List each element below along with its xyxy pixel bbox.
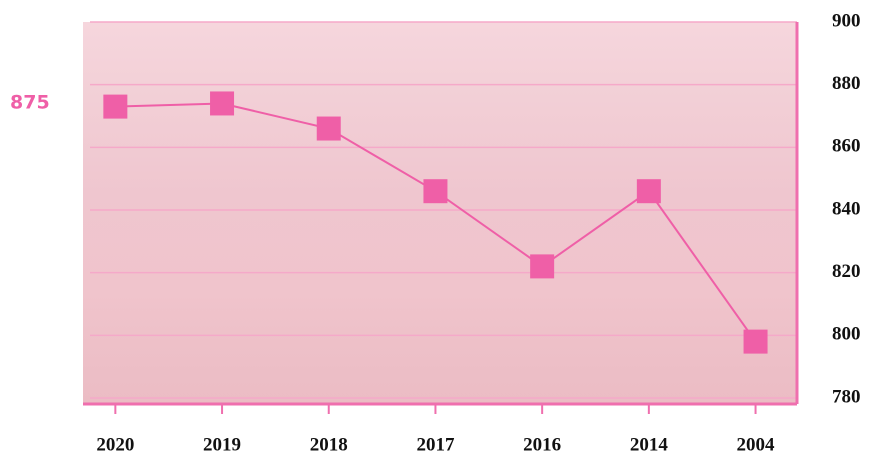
y-tick-label: 800	[832, 324, 861, 345]
marker	[316, 116, 341, 141]
marker	[423, 179, 448, 204]
marker	[743, 329, 768, 354]
x-tick-label: 2018	[310, 434, 348, 455]
marker	[530, 254, 555, 279]
marker	[210, 91, 235, 116]
y-tick-label: 880	[832, 73, 861, 94]
y-tick-label: 780	[832, 386, 861, 407]
annotation: 875	[10, 92, 50, 114]
x-tick-label: 2017	[416, 434, 455, 455]
y-tick-label: 840	[832, 198, 861, 219]
y-tick-label: 900	[832, 10, 861, 31]
x-tick-label: 2014	[630, 434, 669, 455]
x-tick-label: 2019	[203, 434, 241, 455]
x-tick-label: 2004	[737, 434, 776, 455]
plot-background	[83, 22, 797, 404]
marker	[103, 94, 128, 119]
x-tick-label: 2016	[523, 434, 561, 455]
x-tick-label: 2020	[96, 434, 134, 455]
y-tick-label: 860	[832, 136, 861, 157]
marker	[636, 179, 661, 204]
y-tick-label: 820	[832, 261, 861, 282]
